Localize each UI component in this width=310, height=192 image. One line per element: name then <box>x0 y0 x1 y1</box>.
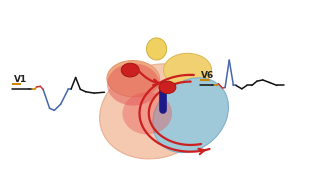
Text: V6: V6 <box>201 71 215 80</box>
Ellipse shape <box>122 92 172 134</box>
Ellipse shape <box>100 64 214 159</box>
Ellipse shape <box>164 53 211 87</box>
Ellipse shape <box>107 63 160 106</box>
Ellipse shape <box>147 38 167 60</box>
Ellipse shape <box>153 78 228 153</box>
Ellipse shape <box>121 63 139 77</box>
Ellipse shape <box>159 81 176 94</box>
Ellipse shape <box>107 60 160 97</box>
Text: V1: V1 <box>14 75 27 84</box>
